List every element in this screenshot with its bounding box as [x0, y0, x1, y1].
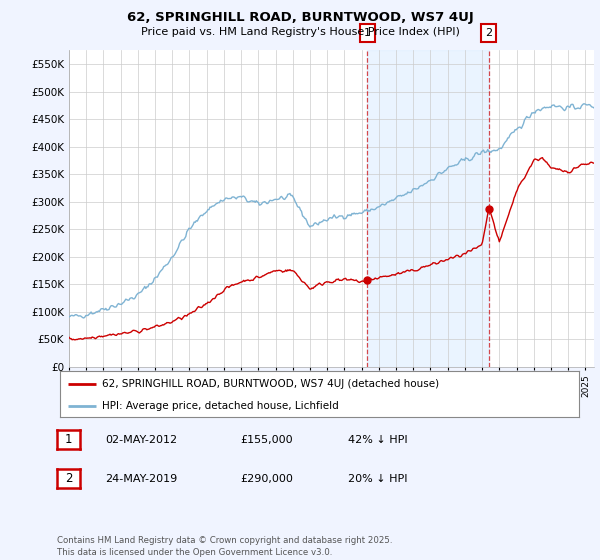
Text: 02-MAY-2012: 02-MAY-2012: [105, 435, 177, 445]
Text: 20% ↓ HPI: 20% ↓ HPI: [348, 474, 407, 484]
Bar: [367, 50, 488, 367]
Text: 2: 2: [65, 472, 72, 485]
Text: Price paid vs. HM Land Registry's House Price Index (HPI): Price paid vs. HM Land Registry's House …: [140, 27, 460, 38]
Text: 62, SPRINGHILL ROAD, BURNTWOOD, WS7 4UJ: 62, SPRINGHILL ROAD, BURNTWOOD, WS7 4UJ: [127, 11, 473, 25]
Text: £290,000: £290,000: [240, 474, 293, 484]
Text: 2: 2: [485, 28, 492, 38]
Text: 42% ↓ HPI: 42% ↓ HPI: [348, 435, 407, 445]
Text: 1: 1: [65, 433, 72, 446]
Text: 1: 1: [364, 28, 371, 38]
Text: 62, SPRINGHILL ROAD, BURNTWOOD, WS7 4UJ (detached house): 62, SPRINGHILL ROAD, BURNTWOOD, WS7 4UJ …: [101, 379, 439, 389]
Text: £155,000: £155,000: [240, 435, 293, 445]
Text: Contains HM Land Registry data © Crown copyright and database right 2025.
This d: Contains HM Land Registry data © Crown c…: [57, 536, 392, 557]
Text: 24-MAY-2019: 24-MAY-2019: [105, 474, 177, 484]
Text: HPI: Average price, detached house, Lichfield: HPI: Average price, detached house, Lich…: [101, 401, 338, 410]
